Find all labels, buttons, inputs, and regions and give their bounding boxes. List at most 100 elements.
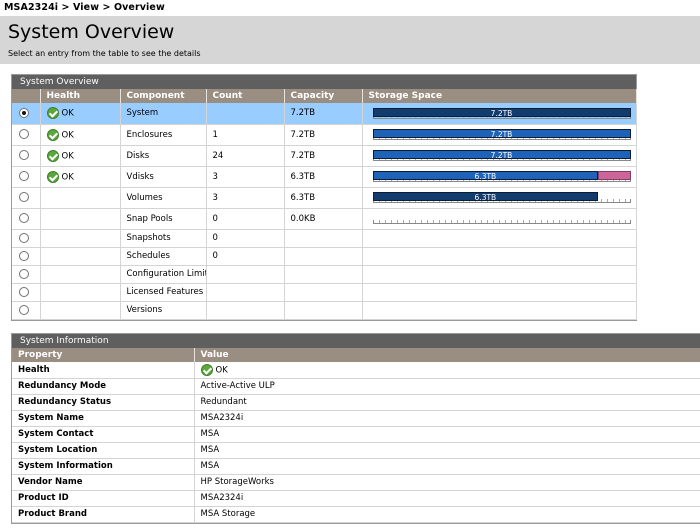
table-row[interactable]: Versions: [12, 301, 637, 320]
row-radio[interactable]: [19, 286, 29, 297]
table-row[interactable]: OK Disks 24 7.2TB 7.2TB: [12, 145, 637, 167]
table-row[interactable]: Snap Pools 0 0.0KB: [12, 208, 637, 230]
table-row[interactable]: Licensed Features: [12, 283, 637, 302]
value-cell: MSA Storage: [194, 506, 700, 523]
count-cell: [206, 283, 285, 302]
ok-icon: [46, 128, 59, 141]
storage-bar-fill: 6.3TB: [372, 171, 599, 181]
health-cell: [40, 247, 121, 266]
row-radio[interactable]: [19, 192, 29, 203]
table-row: System Location MSA: [12, 442, 700, 459]
storage-space-cell: 7.2TB: [362, 124, 637, 146]
storage-space-cell: 7.2TB: [362, 145, 637, 167]
storage-space-cell: [362, 265, 637, 284]
col-storage-space[interactable]: Storage Space: [362, 89, 637, 103]
table-row: Health OK: [12, 362, 700, 379]
count-cell: 1: [206, 124, 285, 146]
col-capacity[interactable]: Capacity: [284, 89, 363, 103]
component-cell: Schedules: [120, 247, 207, 266]
storage-bar-fill: 7.2TB: [372, 129, 631, 139]
property-cell: Redundancy Mode: [12, 378, 195, 395]
component-cell: Enclosures: [120, 124, 207, 146]
count-cell: 0: [206, 229, 285, 248]
storage-space-cell: [362, 301, 637, 320]
property-cell: System Information: [12, 458, 195, 475]
value-label: HP StorageWorks: [200, 477, 274, 487]
row-radio[interactable]: [19, 108, 29, 118]
health-cell: [40, 229, 121, 248]
capacity-cell: 7.2TB: [284, 145, 363, 167]
count-cell: [206, 265, 285, 284]
row-radio[interactable]: [19, 232, 29, 243]
property-cell: Vendor Name: [12, 474, 195, 491]
table-row: Product ID MSA2324i: [12, 490, 700, 507]
row-radio[interactable]: [19, 304, 29, 315]
row-radio[interactable]: [19, 268, 29, 279]
component-cell: Disks: [120, 145, 207, 167]
storage-bar-scale: [372, 136, 631, 140]
row-radio[interactable]: [19, 150, 29, 161]
health-cell: [40, 208, 121, 230]
count-cell: 3: [206, 187, 285, 209]
table-row: System Information MSA: [12, 458, 700, 475]
storage-space-cell: 7.2TB: [362, 103, 637, 125]
property-cell: Health: [12, 362, 195, 379]
storage-bar-fill: 7.2TB: [372, 107, 631, 118]
storage-bar-scale: [372, 220, 631, 224]
health-cell: OK: [40, 145, 121, 167]
page-header: System Overview Select an entry from the…: [0, 16, 700, 64]
health-cell: [40, 265, 121, 284]
breadcrumb: MSA2324i > View > Overview: [4, 2, 165, 13]
panel-title: System Information: [12, 334, 700, 348]
col-health[interactable]: Health: [40, 89, 121, 103]
table-row[interactable]: Snapshots 0: [12, 229, 637, 248]
property-cell: System Location: [12, 442, 195, 459]
capacity-cell: 6.3TB: [284, 166, 363, 188]
value-cell: Active-Active ULP: [194, 378, 700, 395]
component-cell: Configuration Limits: [120, 265, 207, 284]
capacity-cell: [284, 283, 363, 302]
capacity-cell: [284, 229, 363, 248]
component-cell: Vdisks: [120, 166, 207, 188]
component-cell: Snapshots: [120, 229, 207, 248]
count-cell: 3: [206, 166, 285, 188]
value-label: MSA: [200, 445, 220, 455]
ok-icon: [46, 149, 59, 162]
value-cell: OK: [194, 362, 700, 379]
col-value: Value: [194, 348, 700, 362]
health-cell: OK: [40, 103, 121, 125]
col-component[interactable]: Component: [120, 89, 207, 103]
info-table: Property Value Health OK Redundancy Mode Ac…: [12, 348, 700, 523]
storage-space-cell: [362, 229, 637, 248]
row-radio[interactable]: [19, 129, 29, 140]
health-cell: [40, 187, 121, 209]
health-label: OK: [61, 151, 74, 161]
table-row[interactable]: OK Vdisks 3 6.3TB 6.3TB: [12, 166, 637, 188]
row-radio[interactable]: [19, 213, 29, 224]
col-count[interactable]: Count: [206, 89, 285, 103]
table-row[interactable]: Volumes 3 6.3TB 6.3TB: [12, 187, 637, 209]
storage-bar: [372, 213, 631, 224]
overview-table: Health Component Count Capacity Storage …: [12, 89, 637, 320]
system-information-panel: System Information Property Value Health…: [11, 333, 700, 524]
storage-bar: 7.2TB: [372, 150, 631, 161]
row-radio[interactable]: [19, 171, 29, 182]
value-cell: MSA: [194, 458, 700, 475]
storage-space-cell: 6.3TB: [362, 187, 637, 209]
count-cell: [206, 103, 285, 125]
health-label: OK: [61, 130, 74, 140]
storage-bar: 6.3TB: [372, 192, 631, 203]
table-row[interactable]: Configuration Limits: [12, 265, 637, 284]
row-radio[interactable]: [19, 250, 29, 261]
value-label: MSA: [200, 429, 220, 439]
table-row[interactable]: Schedules 0: [12, 247, 637, 266]
table-row: Redundancy Mode Active-Active ULP: [12, 378, 700, 395]
count-cell: 0: [206, 247, 285, 266]
table-row[interactable]: OK Enclosures 1 7.2TB 7.2TB: [12, 124, 637, 146]
table-row[interactable]: OK System 7.2TB 7.2TB: [12, 103, 637, 125]
table-row: Redundancy Status Redundant: [12, 394, 700, 411]
component-cell: Snap Pools: [120, 208, 207, 230]
value-label: MSA2324i: [200, 493, 244, 503]
storage-bar: 7.2TB: [372, 107, 631, 119]
panel-title: System Overview: [12, 75, 636, 89]
